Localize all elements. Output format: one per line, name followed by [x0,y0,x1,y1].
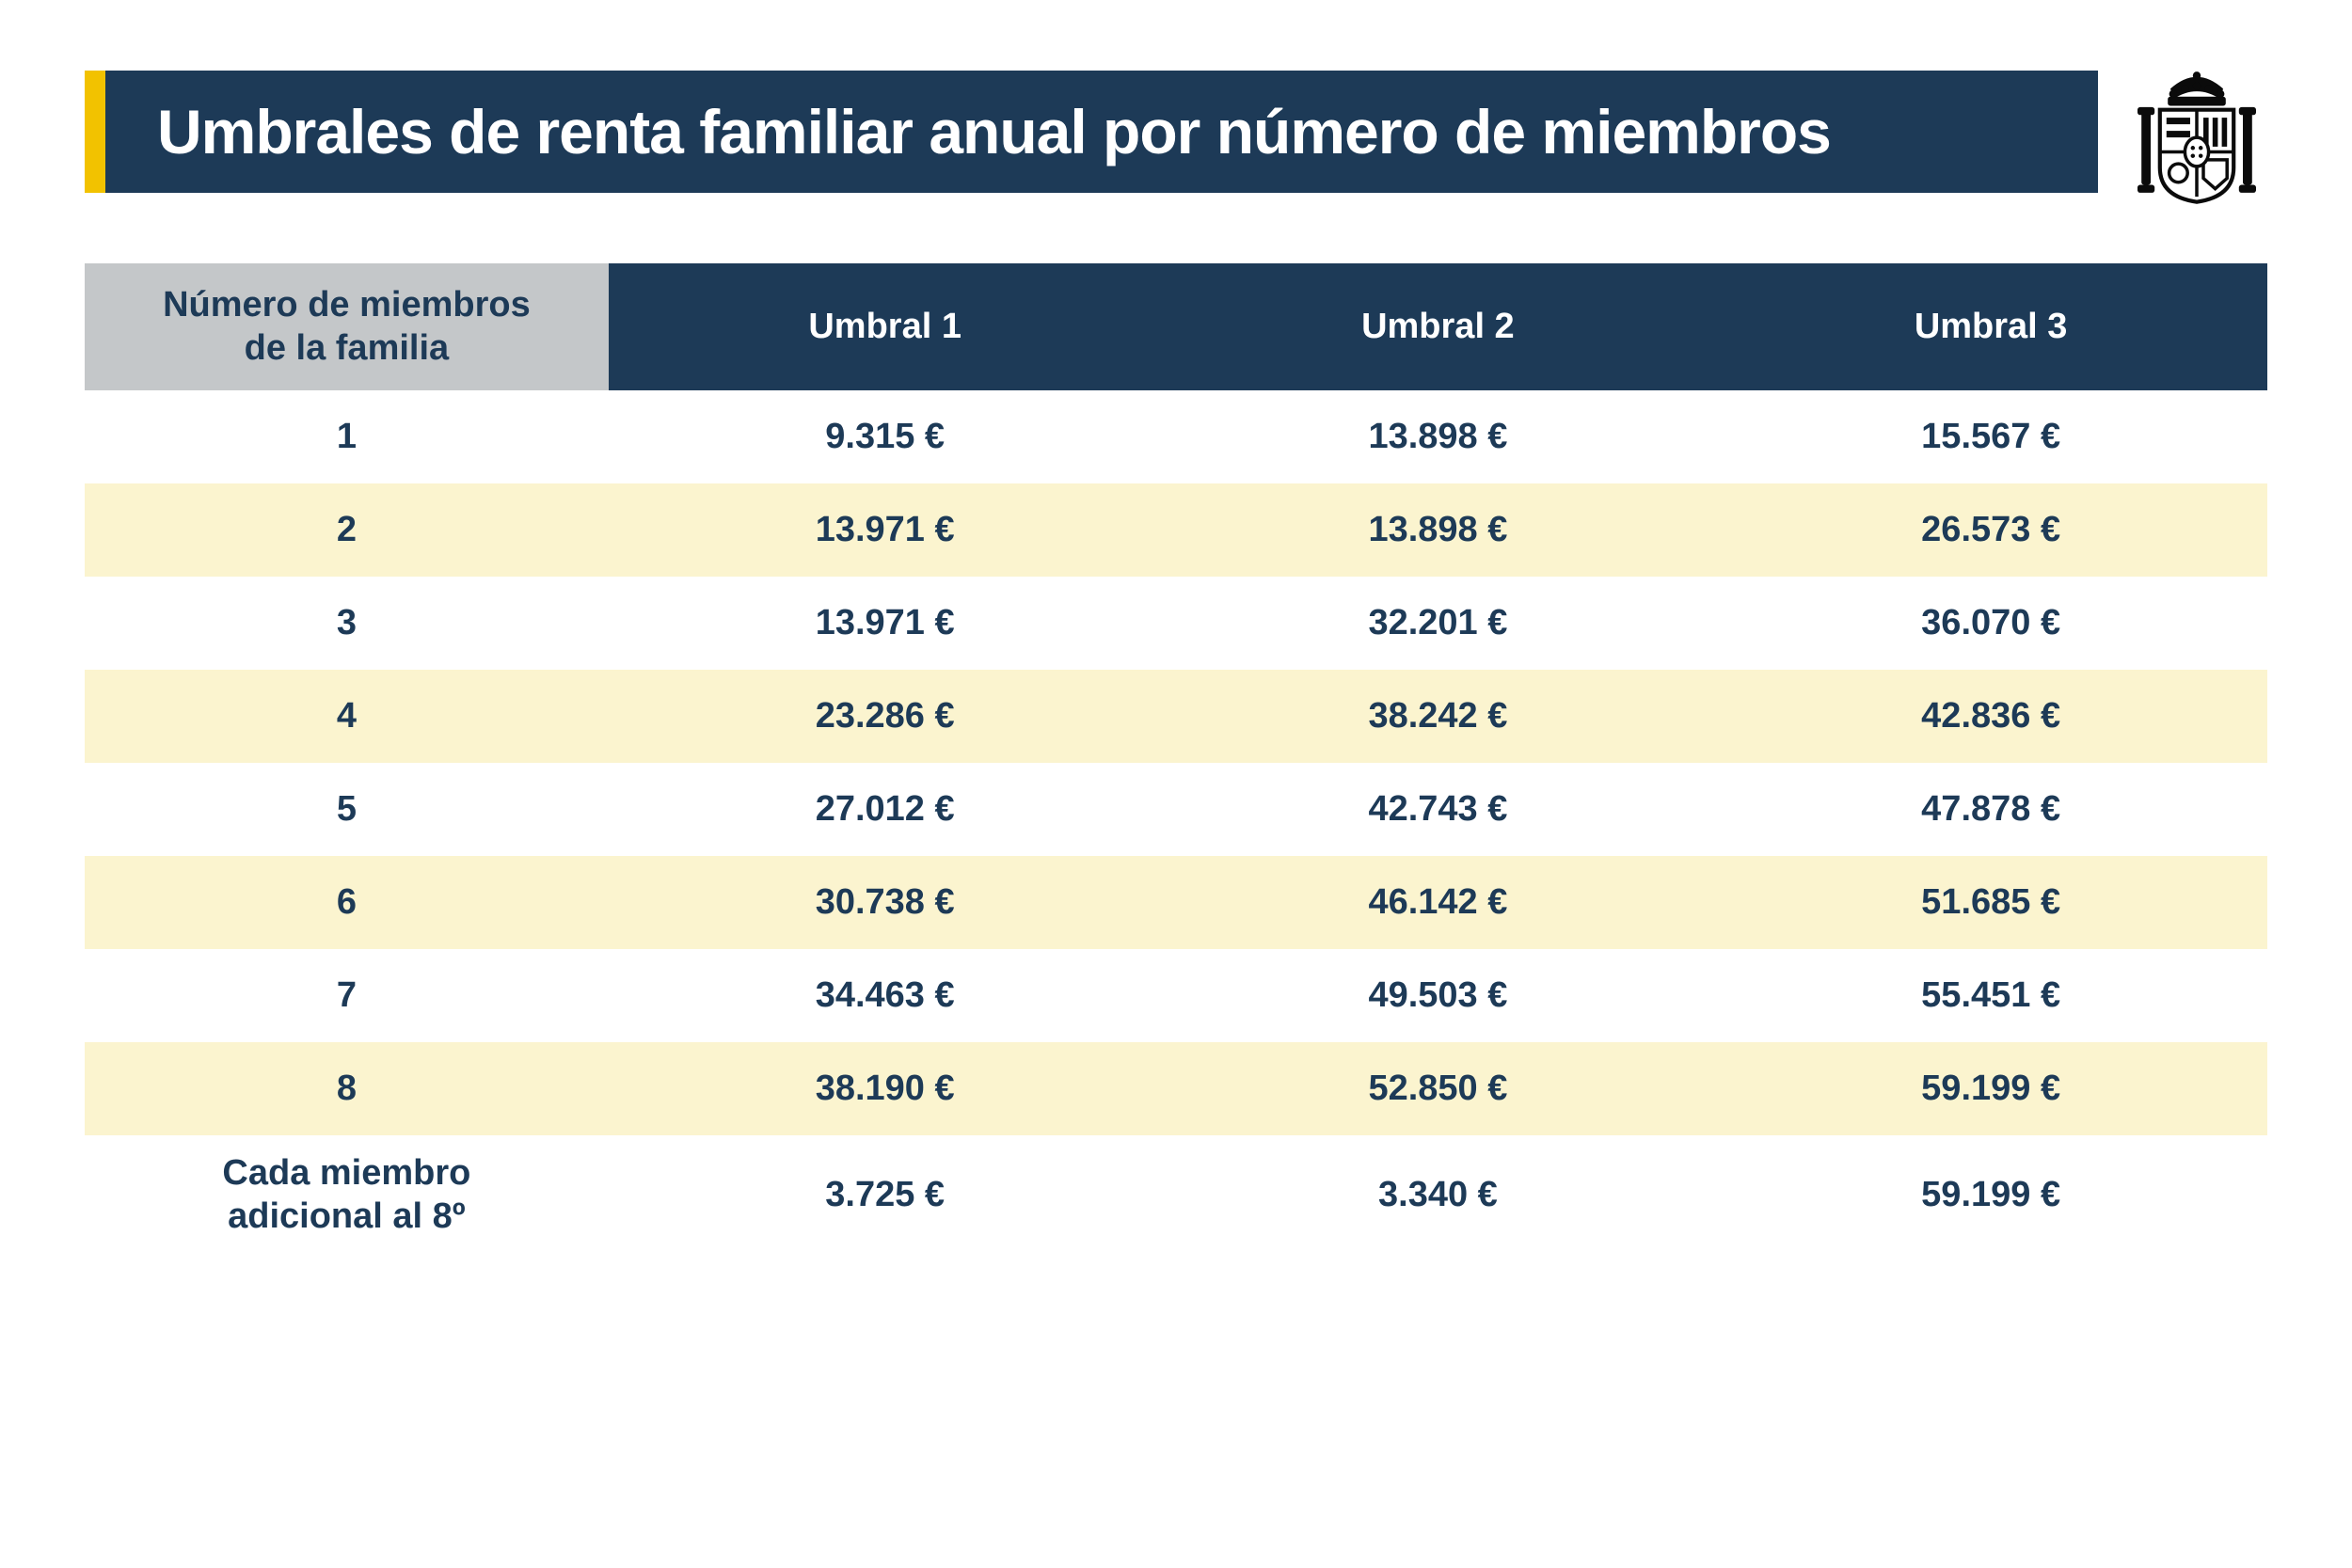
cell-u3: 42.836 € [1714,670,2267,763]
table-row: 7 34.463 € 49.503 € 55.451 € [85,949,2267,1042]
cell-u2: 42.743 € [1162,763,1715,856]
cell-u1: 13.971 € [609,577,1162,670]
cell-u1: 30.738 € [609,856,1162,949]
table-row: 1 9.315 € 13.898 € 15.567 € [85,390,2267,483]
cell-u3: 51.685 € [1714,856,2267,949]
thresholds-table: Número de miembros de la familia Umbral … [85,263,2267,1255]
infographic-container: Umbrales de renta familiar anual por núm… [85,56,2267,1255]
spain-coat-of-arms-icon [2126,56,2267,207]
title-band: Umbrales de renta familiar anual por núm… [105,71,2098,193]
table-row: 8 38.190 € 52.850 € 59.199 € [85,1042,2267,1135]
cell-u2: 3.340 € [1162,1135,1715,1255]
cell-u3: 55.451 € [1714,949,2267,1042]
cell-u2: 49.503 € [1162,949,1715,1042]
cell-members: 5 [85,763,609,856]
cell-u2: 13.898 € [1162,390,1715,483]
cell-members: 7 [85,949,609,1042]
table-row: 5 27.012 € 42.743 € 47.878 € [85,763,2267,856]
cell-members: 3 [85,577,609,670]
cell-u3: 59.199 € [1714,1042,2267,1135]
cell-u2: 52.850 € [1162,1042,1715,1135]
cell-u1: 38.190 € [609,1042,1162,1135]
col-header-umbral2: Umbral 2 [1162,263,1715,390]
cell-members: 8 [85,1042,609,1135]
cell-u2: 38.242 € [1162,670,1715,763]
table-row: 4 23.286 € 38.242 € 42.836 € [85,670,2267,763]
cell-u3: 36.070 € [1714,577,2267,670]
cell-u1: 23.286 € [609,670,1162,763]
title-bar: Umbrales de renta familiar anual por núm… [85,56,2267,207]
cell-members-additional: Cada miembro adicional al 8º [85,1135,609,1255]
col-header-members-line1: Número de miembros [163,285,531,325]
accent-tab [85,71,105,193]
col-header-umbral1: Umbral 1 [609,263,1162,390]
table-row: 3 13.971 € 32.201 € 36.070 € [85,577,2267,670]
additional-line1: Cada miembro [222,1153,470,1193]
cell-u3: 26.573 € [1714,483,2267,577]
cell-members: 6 [85,856,609,949]
cell-members: 2 [85,483,609,577]
table-header-row: Número de miembros de la familia Umbral … [85,263,2267,390]
cell-u1: 13.971 € [609,483,1162,577]
cell-members: 4 [85,670,609,763]
col-header-members: Número de miembros de la familia [85,263,609,390]
cell-u1: 3.725 € [609,1135,1162,1255]
table-row: 6 30.738 € 46.142 € 51.685 € [85,856,2267,949]
additional-line2: adicional al 8º [228,1196,466,1236]
cell-members: 1 [85,390,609,483]
table-row-additional: Cada miembro adicional al 8º 3.725 € 3.3… [85,1135,2267,1255]
page-title: Umbrales de renta familiar anual por núm… [157,96,1831,167]
cell-u3: 47.878 € [1714,763,2267,856]
table-row: 2 13.971 € 13.898 € 26.573 € [85,483,2267,577]
col-header-members-line2: de la familia [245,328,450,368]
col-header-umbral3: Umbral 3 [1714,263,2267,390]
cell-u2: 13.898 € [1162,483,1715,577]
cell-u1: 9.315 € [609,390,1162,483]
cell-u3: 59.199 € [1714,1135,2267,1255]
cell-u3: 15.567 € [1714,390,2267,483]
cell-u1: 34.463 € [609,949,1162,1042]
cell-u2: 46.142 € [1162,856,1715,949]
cell-u1: 27.012 € [609,763,1162,856]
table-body: 1 9.315 € 13.898 € 15.567 € 2 13.971 € 1… [85,390,2267,1255]
cell-u2: 32.201 € [1162,577,1715,670]
